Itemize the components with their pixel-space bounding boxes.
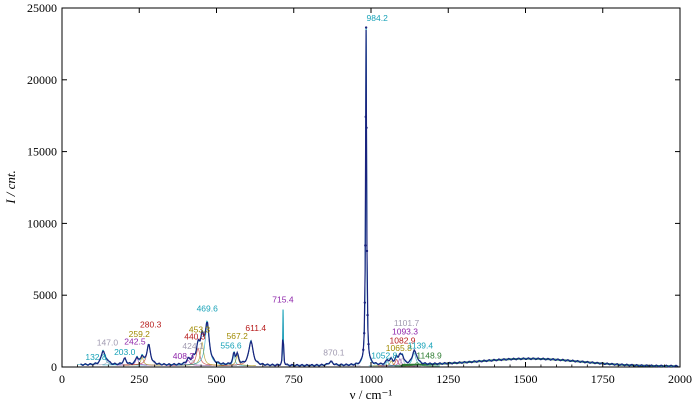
peak-label: 1148.9 — [416, 350, 442, 360]
peak-label: 408.3 — [173, 351, 195, 361]
peak-label: 203.0 — [114, 347, 136, 357]
x-tick-label: 1000 — [359, 372, 383, 386]
y-tick-label: 5000 — [33, 288, 57, 302]
data-point — [363, 301, 367, 304]
measured-series-line — [80, 30, 679, 368]
y-tick-label: 15000 — [27, 145, 57, 159]
peak-label: 259.2 — [129, 329, 151, 339]
peak-label: 453.3 — [189, 325, 211, 335]
x-tick-label: 250 — [130, 372, 148, 386]
peak-label: 147.0 — [97, 337, 119, 347]
peak-label: 1082.9 — [390, 335, 416, 345]
peak-label: 1093.3 — [392, 327, 418, 337]
x-tick-label: 2000 — [668, 372, 692, 386]
x-tick-label: 1250 — [436, 372, 460, 386]
y-tick-label: 20000 — [27, 73, 57, 87]
peak-label: 132.8 — [85, 352, 107, 362]
data-point — [364, 26, 368, 29]
peak-label: 567.2 — [227, 331, 249, 341]
data-point — [366, 313, 369, 317]
x-tick-label: 500 — [208, 372, 226, 386]
peak-label: 870.1 — [323, 348, 345, 358]
peak-label: 1065.8 — [386, 343, 412, 353]
x-tick-label: 1500 — [514, 372, 538, 386]
x-tick-label: 0 — [59, 372, 65, 386]
peak-label: 611.4 — [245, 323, 266, 333]
peak-label: 984.2 — [367, 13, 389, 23]
data-point — [367, 342, 370, 346]
peak-label: 1052.8 — [371, 350, 397, 360]
peak-label: 715.4 — [272, 294, 294, 304]
peak-label: 1139.4 — [408, 340, 434, 350]
peak-label: 469.6 — [197, 304, 219, 314]
data-point — [364, 115, 367, 119]
x-tick-label: 1750 — [591, 372, 615, 386]
axis-ticks: 0 250 500 750 1000 1250 1500 1750 20000500010000… — [27, 1, 692, 386]
x-tick-label: 750 — [285, 372, 303, 386]
peak-label: 556.6 — [220, 340, 242, 350]
plot-area — [61, 7, 681, 368]
y-tick-label: 25000 — [27, 1, 57, 15]
data-point — [365, 249, 369, 253]
data-point — [362, 348, 365, 352]
peak-label: 424.1 — [182, 341, 204, 351]
y-tick-label: 0 — [51, 360, 57, 374]
peak-label: 1101.7 — [394, 318, 420, 328]
data-point — [363, 332, 366, 335]
x-axis-title: ν / cm⁻¹ — [350, 387, 393, 402]
peak-label: 440.3 — [184, 332, 206, 342]
peak-label: 280.3 — [140, 320, 162, 330]
series-group — [80, 26, 679, 368]
data-point — [365, 126, 368, 129]
y-axis-title: I / cnt. — [3, 170, 18, 205]
data-point — [364, 244, 367, 247]
peak-label: 242.5 — [124, 337, 146, 347]
y-tick-label: 10000 — [27, 216, 57, 230]
